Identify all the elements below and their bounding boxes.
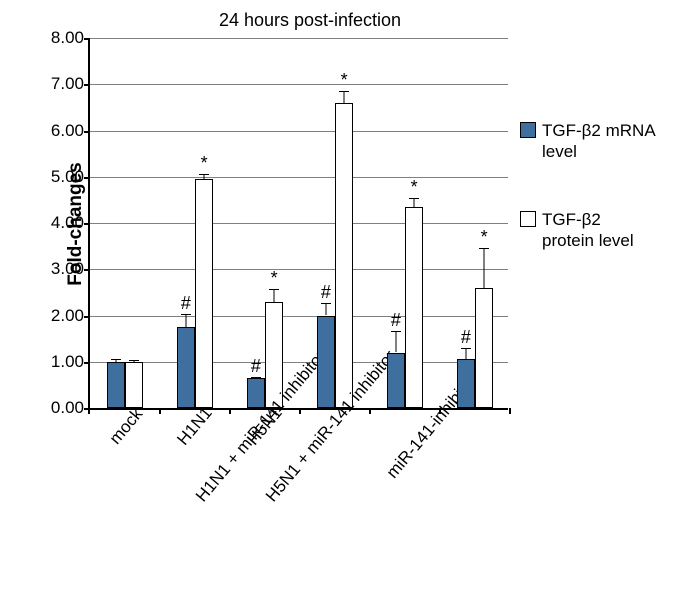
x-tick-mark bbox=[509, 408, 511, 414]
chart-container: 24 hours post-infection Fold-changes 0.0… bbox=[0, 0, 685, 591]
grid-line bbox=[90, 316, 508, 317]
y-tick-label: 5.00 bbox=[51, 167, 84, 187]
bar-mrna bbox=[107, 362, 125, 408]
error-bar-cap bbox=[479, 248, 489, 249]
plot-area: 0.001.002.003.004.005.006.007.008.00mock… bbox=[88, 38, 508, 410]
y-tick-mark bbox=[84, 223, 90, 225]
error-bar-cap bbox=[391, 353, 401, 354]
y-tick-mark bbox=[84, 131, 90, 133]
grid-line bbox=[90, 131, 508, 132]
bar-mrna bbox=[247, 378, 265, 408]
error-bar bbox=[484, 248, 485, 287]
error-bar-cap bbox=[269, 302, 279, 303]
error-bar-cap bbox=[391, 331, 401, 332]
error-bar bbox=[274, 289, 275, 302]
significance-marker: * bbox=[341, 71, 348, 89]
y-tick-label: 1.00 bbox=[51, 352, 84, 372]
x-tick-label: H1N1 bbox=[173, 403, 216, 449]
y-tick-mark bbox=[84, 84, 90, 86]
x-tick-mark bbox=[159, 408, 161, 414]
error-bar bbox=[395, 331, 396, 353]
error-bar-cap bbox=[339, 103, 349, 104]
error-bar-cap bbox=[339, 91, 349, 92]
significance-marker: * bbox=[271, 269, 278, 287]
legend-swatch bbox=[520, 122, 536, 138]
y-tick-mark bbox=[84, 269, 90, 271]
chart-title: 24 hours post-infection bbox=[100, 10, 520, 31]
grid-line bbox=[90, 84, 508, 85]
grid-line bbox=[90, 38, 508, 39]
error-bar bbox=[325, 303, 326, 315]
error-bar-cap bbox=[321, 303, 331, 304]
legend-swatch bbox=[520, 211, 536, 227]
legend-item: TGF-β2protein level bbox=[520, 209, 680, 252]
grid-line bbox=[90, 269, 508, 270]
bar-mrna bbox=[387, 353, 405, 409]
significance-marker: * bbox=[481, 228, 488, 246]
error-bar-cap bbox=[181, 314, 191, 315]
bar-protein bbox=[335, 103, 353, 408]
y-tick-label: 0.00 bbox=[51, 398, 84, 418]
bar-protein bbox=[405, 207, 423, 408]
grid-line bbox=[90, 223, 508, 224]
error-bar-cap bbox=[479, 288, 489, 289]
error-bar-cap bbox=[409, 207, 419, 208]
x-tick-mark bbox=[369, 408, 371, 414]
error-bar-cap bbox=[129, 360, 139, 361]
y-tick-label: 6.00 bbox=[51, 121, 84, 141]
error-bar-cap bbox=[199, 174, 209, 175]
x-tick-mark bbox=[88, 408, 90, 414]
significance-marker: * bbox=[201, 154, 208, 172]
x-tick-mark bbox=[229, 408, 231, 414]
legend: TGF-β2 mRNAlevel TGF-β2protein level bbox=[520, 120, 680, 297]
grid-line bbox=[90, 177, 508, 178]
significance-marker: # bbox=[321, 283, 331, 301]
y-tick-mark bbox=[84, 38, 90, 40]
x-tick-mark bbox=[299, 408, 301, 414]
bar-mrna bbox=[177, 327, 195, 408]
error-bar-cap bbox=[181, 327, 191, 328]
error-bar-cap bbox=[111, 359, 121, 360]
error-bar-cap bbox=[269, 289, 279, 290]
bar-protein bbox=[475, 288, 493, 408]
bar-mrna bbox=[457, 359, 475, 408]
error-bar bbox=[185, 314, 186, 327]
error-bar-cap bbox=[129, 362, 139, 363]
error-bar-cap bbox=[111, 362, 121, 363]
legend-label: TGF-β2 mRNAlevel bbox=[542, 120, 656, 163]
bar-protein bbox=[195, 179, 213, 408]
significance-marker: # bbox=[181, 294, 191, 312]
error-bar-cap bbox=[321, 316, 331, 317]
error-bar-cap bbox=[409, 198, 419, 199]
significance-marker: # bbox=[251, 357, 261, 375]
y-tick-label: 2.00 bbox=[51, 306, 84, 326]
error-bar bbox=[465, 348, 466, 359]
error-bar-cap bbox=[251, 378, 261, 379]
error-bar bbox=[414, 198, 415, 207]
error-bar-cap bbox=[199, 179, 209, 180]
significance-marker: # bbox=[391, 311, 401, 329]
y-tick-label: 4.00 bbox=[51, 213, 84, 233]
y-tick-mark bbox=[84, 177, 90, 179]
legend-label: TGF-β2protein level bbox=[542, 209, 634, 252]
y-tick-mark bbox=[84, 316, 90, 318]
significance-marker: # bbox=[461, 328, 471, 346]
bar-mrna bbox=[317, 316, 335, 409]
bar-protein bbox=[125, 362, 143, 408]
grid-line bbox=[90, 362, 508, 363]
x-tick-label: mock bbox=[106, 404, 147, 448]
error-bar-cap bbox=[461, 348, 471, 349]
significance-marker: * bbox=[411, 178, 418, 196]
y-tick-label: 7.00 bbox=[51, 74, 84, 94]
error-bar-cap bbox=[461, 359, 471, 360]
y-tick-label: 8.00 bbox=[51, 28, 84, 48]
y-tick-label: 3.00 bbox=[51, 259, 84, 279]
legend-item: TGF-β2 mRNAlevel bbox=[520, 120, 680, 163]
error-bar bbox=[344, 91, 345, 103]
y-tick-mark bbox=[84, 362, 90, 364]
